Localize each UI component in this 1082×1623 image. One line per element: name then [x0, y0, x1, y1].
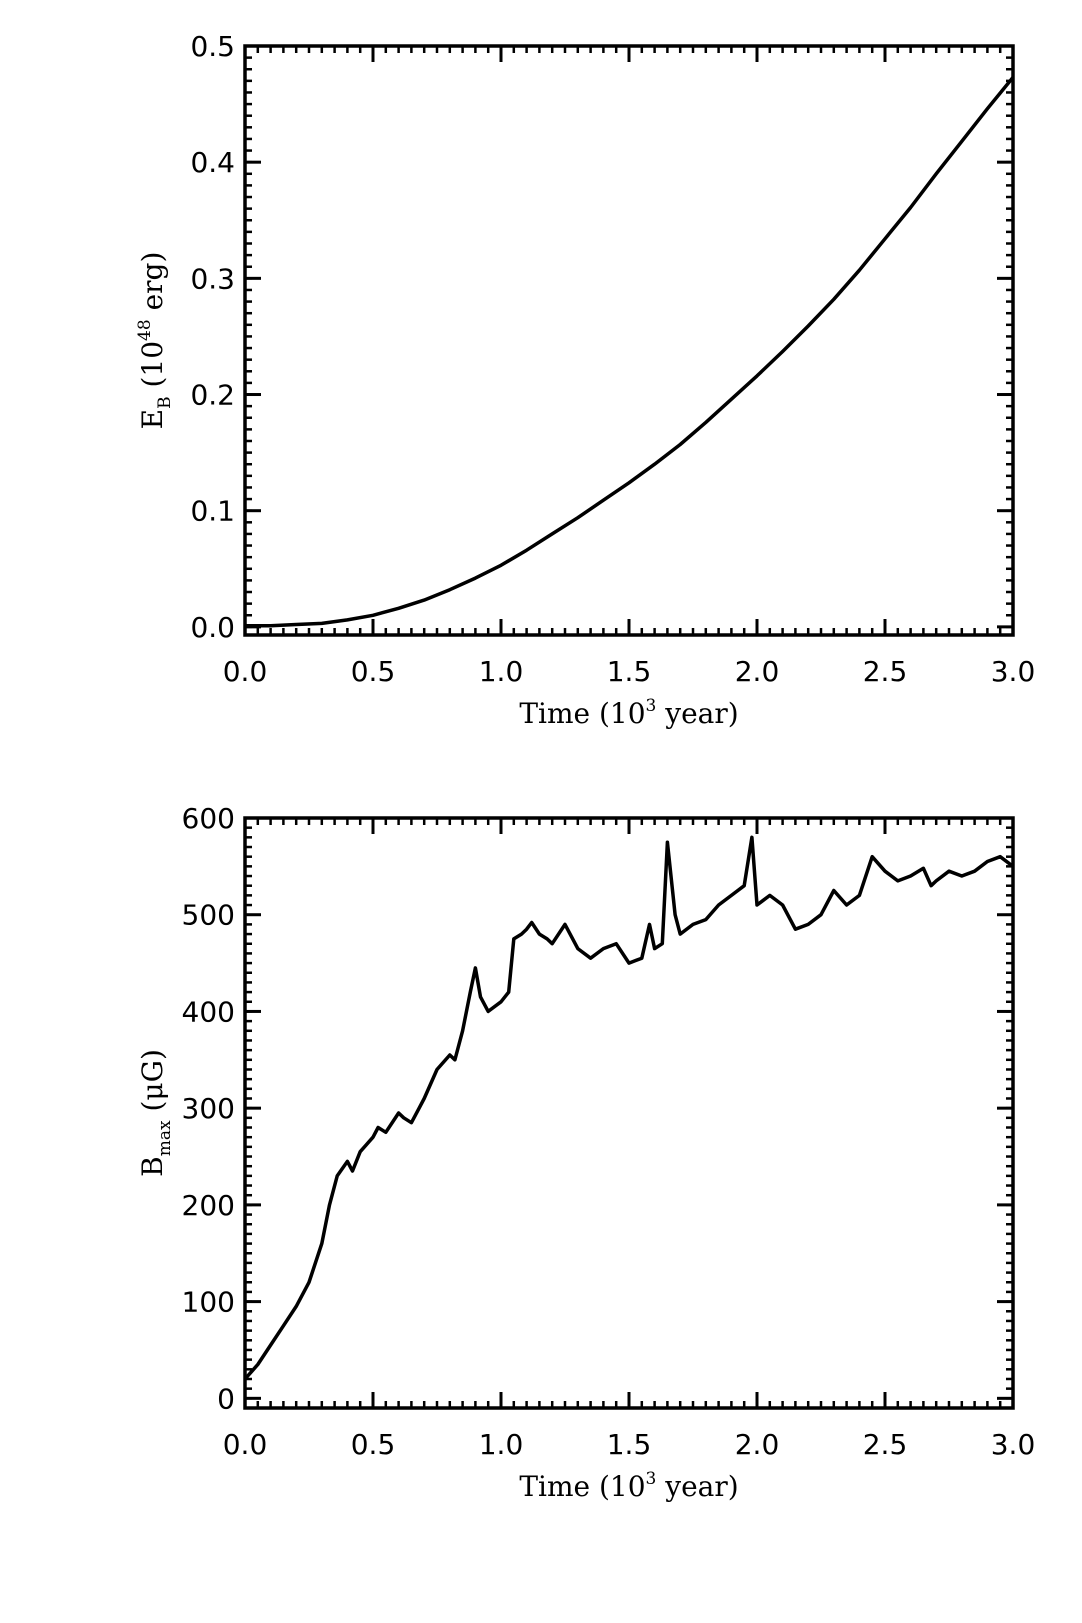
energy-x-tick-label: 1.5: [607, 655, 652, 688]
energy-chart-frame: [243, 44, 1015, 637]
bfield-x-tick-label: 1.5: [607, 1428, 652, 1461]
energy-x-tick-label: 1.0: [479, 655, 524, 688]
energy-y-tick-label: 0.4: [190, 146, 235, 179]
bfield-chart: 0.0 0.5 1.0 1.5 2.0 2.5 3.0 0 100 200 300 400 500 60…: [136, 802, 1035, 1503]
bfield-x-tick-label: 3.0: [991, 1428, 1036, 1461]
energy-y-tick-label: 0.3: [190, 262, 235, 295]
bfield-x-tick-label: 0.5: [351, 1428, 396, 1461]
bfield-y-tick-label: 400: [182, 995, 235, 1028]
energy-x-tick-label: 2.5: [863, 655, 908, 688]
bfield-y-tick-label: 300: [182, 1092, 235, 1125]
energy-x-tick-label: 0.5: [351, 655, 396, 688]
bfield-chart-frame: [243, 816, 1015, 1410]
energy-x-tick-label: 3.0: [991, 655, 1036, 688]
bfield-y-tick-label: 500: [182, 899, 235, 932]
energy-x-tick-label: 2.0: [735, 655, 780, 688]
bfield-chart-ticks: [243, 816, 1015, 1408]
energy-y-tick-label: 0.5: [190, 30, 235, 63]
energy-y-tick-label: 0.2: [190, 379, 235, 412]
energy-chart-x-axis-title: Time (103 year): [519, 696, 738, 730]
energy-chart-y-tick-labels: 0.0 0.1 0.2 0.3 0.4 0.5: [190, 30, 235, 644]
bfield-chart-x-tick-labels: 0.0 0.5 1.0 1.5 2.0 2.5 3.0: [223, 1428, 1036, 1461]
bfield-y-tick-label: 100: [182, 1286, 235, 1319]
bfield-series-line: [243, 835, 1015, 1381]
bfield-y-tick-label: 0: [217, 1382, 235, 1415]
energy-chart-ticks: [243, 44, 1015, 635]
bfield-chart-y-tick-labels: 0 100 200 300 400 500 600: [182, 802, 235, 1415]
bfield-chart-y-axis-title: Bmax (μG): [136, 1049, 175, 1177]
energy-chart-y-axis-title: EB (1048 erg): [135, 252, 175, 430]
bfield-x-tick-label: 2.5: [863, 1428, 908, 1461]
energy-x-tick-label: 0.0: [223, 655, 268, 688]
energy-series-line: [245, 76, 1015, 628]
bfield-y-tick-label: 200: [182, 1189, 235, 1222]
bfield-x-tick-label: 2.0: [735, 1428, 780, 1461]
energy-chart-x-tick-labels: 0.0 0.5 1.0 1.5 2.0 2.5 3.0: [223, 655, 1036, 688]
bfield-x-tick-label: 1.0: [479, 1428, 524, 1461]
bfield-y-tick-label: 600: [182, 802, 235, 835]
bfield-chart-x-axis-title: Time (103 year): [519, 1469, 738, 1503]
energy-y-tick-label: 0.1: [190, 495, 235, 528]
energy-y-tick-label: 0.0: [190, 611, 235, 644]
energy-chart: 0.0 0.5 1.0 1.5 2.0 2.5 3.0 0.0 0.1 0.2 0.3 0.4 0.5…: [135, 30, 1035, 730]
bfield-x-tick-label: 0.0: [223, 1428, 268, 1461]
